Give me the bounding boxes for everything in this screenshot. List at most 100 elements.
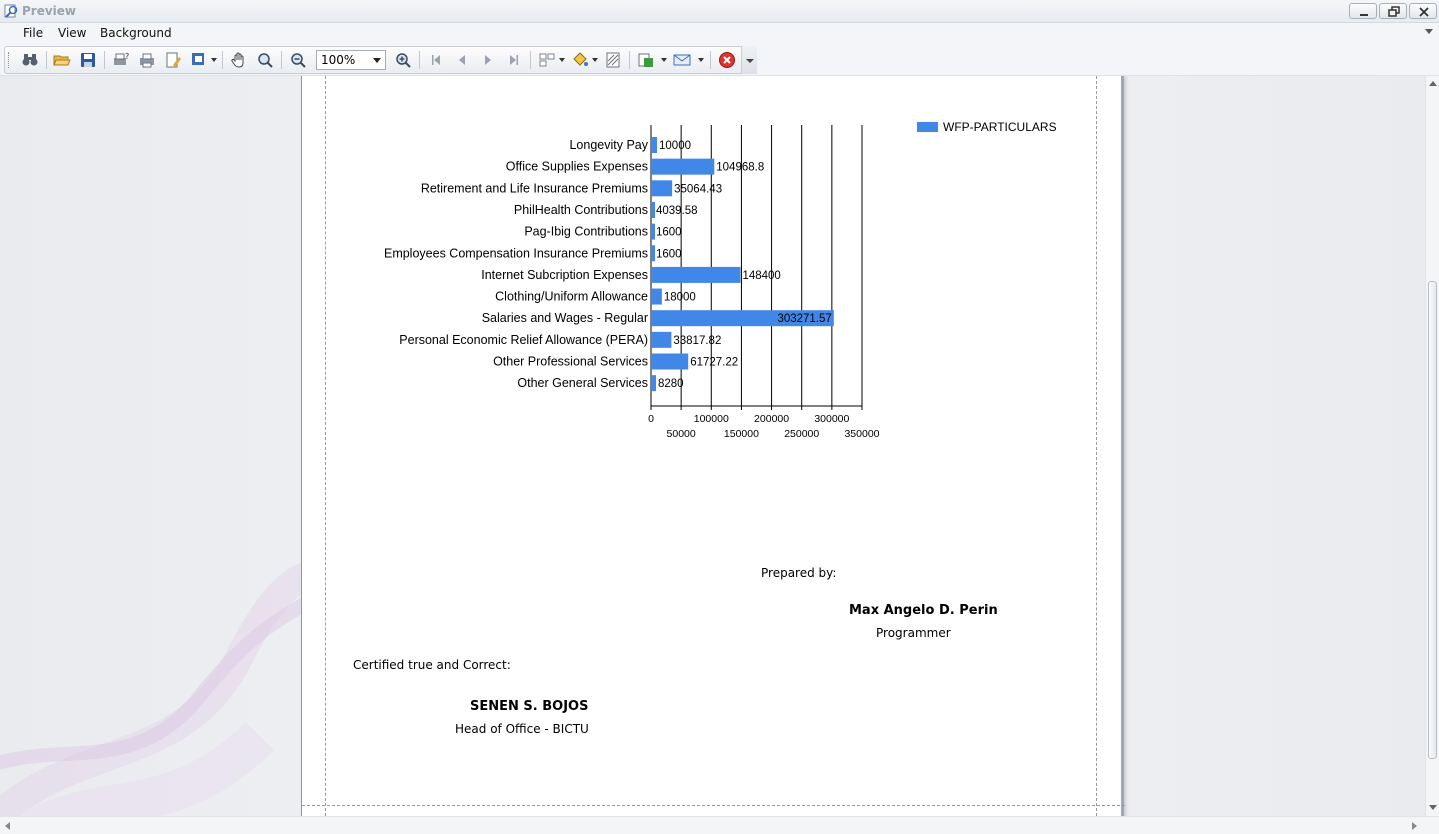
data-label: 18000 [664,292,696,304]
bar [652,223,655,240]
menu-file[interactable]: File [23,26,44,40]
send-email-dropdown-icon[interactable] [698,58,704,62]
menu-overflow-icon[interactable] [1425,29,1433,35]
prepared-by-label: Prepared by: [761,566,837,580]
bar [652,245,655,262]
page-edit-icon [166,52,181,68]
scroll-down-icon[interactable] [1429,805,1437,811]
magnifier-icon [258,53,273,68]
find-button[interactable] [21,51,39,69]
data-label: 61727.22 [690,357,738,369]
zoom-in-button[interactable] [394,51,412,69]
open-button[interactable] [53,51,71,69]
minimize-button[interactable] [1349,3,1377,19]
report-page: Longevity Pay 10000 Office Supplies Expens… [301,76,1125,816]
watermark-button[interactable] [604,51,622,69]
export-document-button[interactable] [637,51,655,69]
menu-bar: File View Background [0,23,1439,44]
binoculars-icon [22,54,38,66]
bar [652,201,655,218]
first-page-button[interactable] [427,51,445,69]
bottom-margin-guide [302,805,1125,806]
bar [652,266,741,283]
x-tick-label: 100000 [694,413,729,425]
close-icon [1419,7,1429,17]
multiple-pages-button[interactable] [538,51,556,69]
preview-app-icon [4,4,18,18]
bar [652,180,673,197]
page-color-button[interactable] [571,51,589,69]
scroll-left-icon[interactable] [5,822,11,830]
multiple-pages-icon [539,53,555,67]
x-tick-label: 350000 [844,428,879,440]
menu-view[interactable]: View [58,26,87,40]
export-icon [192,53,204,65]
bar [652,158,715,175]
category-label: Pag-Ibig Contributions [524,225,648,239]
window-title: Preview [22,4,77,18]
paint-bucket-icon [573,52,588,66]
zoom-value: 100% [321,53,356,67]
export-button[interactable] [190,51,208,69]
data-label: 4039.58 [656,205,698,217]
x-tick-label: 200000 [754,413,789,425]
print-icon [140,53,154,68]
watermark-icon [606,52,620,68]
data-label: 1600 [656,248,682,260]
title-bar: Preview [0,0,1439,23]
menu-background[interactable]: Background [100,26,172,40]
bar [652,288,662,305]
next-page-icon [485,55,491,65]
scroll-up-icon[interactable] [1429,81,1437,87]
close-window-button[interactable] [1409,3,1437,19]
close-circle-icon [719,52,735,68]
export-document-dropdown-icon[interactable] [661,58,667,62]
bar [652,331,672,348]
print-setup-icon: ? [114,52,129,65]
restore-button[interactable] [1379,3,1407,19]
data-label: 148400 [742,270,780,282]
toolbar-options-button[interactable] [741,46,757,74]
page-setup-button[interactable]: ? [112,51,130,69]
scroll-right-icon[interactable] [1412,822,1418,830]
send-email-button[interactable] [673,51,691,69]
category-label: Personal Economic Relief Allowance (PERA… [399,333,648,347]
data-label: 33817.82 [673,335,721,347]
category-label: Internet Subcription Expenses [481,268,648,282]
right-margin-guide [1096,76,1097,816]
restore-icon [1388,6,1400,17]
zoom-select[interactable]: 100% [316,50,386,70]
previous-page-button[interactable] [453,51,471,69]
horizontal-scrollbar[interactable] [0,816,1439,834]
vertical-scroll-thumb[interactable] [1428,281,1437,759]
x-tick-label: 0 [648,413,654,425]
hand-tool-button[interactable] [230,51,248,69]
close-preview-button[interactable] [718,51,736,69]
multiple-pages-dropdown-icon[interactable] [559,58,565,62]
print-button[interactable] [138,51,156,69]
left-margin-guide [325,76,326,816]
x-tick-label: 50000 [667,428,696,440]
toolbar: ? 100% [0,44,1439,76]
quick-print-button[interactable] [164,51,182,69]
preparer-name: Max Angelo D. Perin [849,603,998,618]
vertical-scrollbar[interactable] [1425,76,1439,816]
x-tick-label: 300000 [814,413,849,425]
data-label: 104968.8 [716,162,764,174]
zoom-out-button[interactable] [289,51,307,69]
toolbar-grip[interactable] [8,52,11,68]
save-button[interactable] [79,51,97,69]
data-label: 303271.57 [777,313,831,325]
svg-text:?: ? [125,52,129,61]
chevron-down-icon[interactable] [373,58,381,63]
folder-open-icon [53,55,71,66]
magnifier-button[interactable] [256,51,274,69]
next-page-button[interactable] [479,51,497,69]
previous-page-icon [459,55,465,65]
export-document-icon [638,53,653,67]
page-color-dropdown-icon[interactable] [592,58,598,62]
export-dropdown-icon[interactable] [211,58,217,62]
last-page-button[interactable] [505,51,523,69]
category-label: PhilHealth Contributions [514,203,648,217]
category-label: Employees Compensation Insurance Premium… [384,246,648,260]
